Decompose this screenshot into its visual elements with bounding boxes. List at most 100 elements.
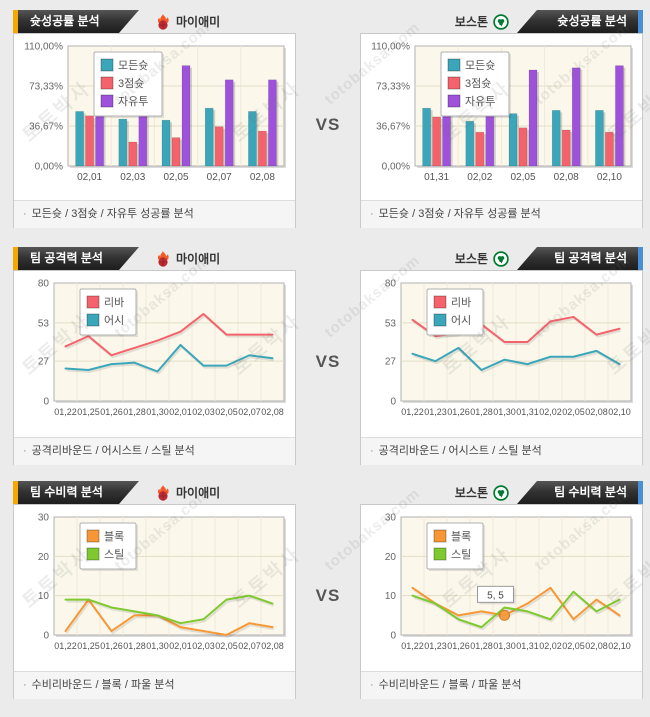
svg-text:3점슛: 3점슛 bbox=[465, 77, 491, 90]
team-label: 마이애미 bbox=[155, 10, 220, 33]
svg-text:0: 0 bbox=[43, 631, 49, 642]
vs-label: VS bbox=[315, 352, 341, 371]
svg-text:01,22: 01,22 bbox=[401, 407, 424, 417]
svg-text:02,05: 02,05 bbox=[510, 172, 535, 183]
team-label: 보스톤 bbox=[455, 10, 509, 33]
miami-heat-logo bbox=[155, 250, 171, 267]
svg-text:02,10: 02,10 bbox=[608, 641, 631, 651]
svg-text:0: 0 bbox=[390, 397, 396, 408]
svg-text:모든슛: 모든슛 bbox=[465, 59, 495, 72]
series-어시 bbox=[64, 343, 274, 375]
section-header: 팀 수비력 분석 마이애미 bbox=[13, 481, 296, 504]
team-name: 마이애미 bbox=[176, 252, 221, 266]
section-tab: 슛성공률 분석 bbox=[13, 10, 139, 33]
series-스틸 bbox=[64, 594, 275, 627]
svg-text:02,08: 02,08 bbox=[261, 641, 284, 651]
svg-text:01,23: 01,23 bbox=[424, 641, 447, 651]
svg-text:02,08: 02,08 bbox=[250, 172, 275, 183]
svg-text:01,26: 01,26 bbox=[100, 407, 123, 417]
x-axis-labels: 02,01 02,03 02,05 02,07 02,08 bbox=[77, 172, 275, 183]
svg-text:110,00%: 110,00% bbox=[24, 42, 63, 53]
svg-text:27: 27 bbox=[38, 357, 50, 368]
team-name: 마이애미 bbox=[176, 486, 221, 500]
section-header: 팀 공격력 분석 마이애미 bbox=[13, 247, 296, 270]
svg-text:02,03: 02,03 bbox=[120, 172, 145, 183]
team-label: 마이애미 bbox=[155, 481, 220, 504]
svg-text:01,26: 01,26 bbox=[447, 641, 470, 651]
miami-heat-logo bbox=[155, 13, 171, 30]
panel-cell-boston-offense: 보스톤 팀 공격력 분석 0 27 53 80 01,22 01,23 01,26 01,28… bbox=[360, 247, 643, 465]
svg-text:02,02: 02,02 bbox=[539, 407, 562, 417]
series-3점슛 bbox=[85, 115, 269, 167]
y-axis-labels: 0 10 20 30 bbox=[38, 513, 50, 642]
svg-text:01,30: 01,30 bbox=[493, 407, 516, 417]
x-axis-labels: 01,22 01,25 01,26 01,28 01,30 02,01 02,03 02,05… bbox=[54, 407, 284, 417]
svg-text:01,28: 01,28 bbox=[123, 407, 146, 417]
svg-text:자유투: 자유투 bbox=[465, 95, 495, 108]
svg-text:0: 0 bbox=[43, 397, 49, 408]
series-스틸 bbox=[411, 590, 622, 631]
svg-text:01,23: 01,23 bbox=[424, 407, 447, 417]
svg-text:02,07: 02,07 bbox=[207, 172, 232, 183]
svg-text:모든슛: 모든슛 bbox=[118, 59, 148, 72]
panel-caption: 모든슛 / 3점슛 / 자유투 성공률 분석 bbox=[361, 200, 642, 228]
stats-panel: 0,00% 36,67% 73,33% 110,00% 01,31 02,02 02,05 0… bbox=[360, 33, 643, 228]
svg-text:스틸: 스틸 bbox=[451, 548, 471, 561]
team-label: 마이애미 bbox=[155, 247, 220, 270]
svg-text:110,00%: 110,00% bbox=[371, 42, 410, 53]
y-axis-labels: 0 27 53 80 bbox=[385, 279, 397, 408]
svg-text:02,01: 02,01 bbox=[77, 172, 102, 183]
svg-text:스틸: 스틸 bbox=[104, 548, 124, 561]
svg-text:01,28: 01,28 bbox=[123, 641, 146, 651]
tab-accent-bar bbox=[13, 247, 18, 270]
svg-text:02,02: 02,02 bbox=[467, 172, 492, 183]
y-axis-labels: 0 27 53 80 bbox=[38, 279, 50, 408]
y-axis-labels: 0 10 20 30 bbox=[385, 513, 397, 642]
tab-accent-bar bbox=[13, 481, 18, 504]
panel-cell-miami-offense: 팀 공격력 분석 마이애미 0 27 53 80 01,22 01,25 01,26 01,2… bbox=[13, 247, 296, 465]
data-point-marker[interactable] bbox=[498, 609, 511, 621]
tab-accent-bar bbox=[13, 10, 18, 33]
series-모든슛 bbox=[75, 107, 259, 167]
svg-text:27: 27 bbox=[385, 357, 397, 368]
x-axis-labels: 01,22 01,23 01,26 01,28 01,30 01,31 02,02 02,05… bbox=[401, 407, 631, 417]
team-label: 보스톤 bbox=[455, 247, 509, 270]
bar-chart-boston-shooting[interactable]: 0,00%36,67%73,33%110,00%01,31 02,02 02,05 0… bbox=[361, 34, 640, 200]
section-tab-label: 팀 공격력 분석 bbox=[554, 251, 627, 265]
svg-text:02,01: 02,01 bbox=[169, 407, 192, 417]
y-axis-labels: 0,00% 36,67% 73,33% 110,00% bbox=[371, 42, 410, 173]
svg-text:01,31: 01,31 bbox=[516, 407, 539, 417]
svg-text:10: 10 bbox=[38, 591, 50, 602]
series-블록 bbox=[64, 598, 274, 639]
series-리바 bbox=[64, 312, 274, 359]
svg-text:02,02: 02,02 bbox=[539, 641, 562, 651]
svg-text:73,33%: 73,33% bbox=[29, 82, 63, 93]
svg-text:02,01: 02,01 bbox=[169, 641, 192, 651]
stats-panel: 0 27 53 80 01,22 01,23 01,26 01,28 01,30 01,31 02,… bbox=[360, 270, 643, 465]
svg-text:73,33%: 73,33% bbox=[376, 82, 410, 93]
section-tab-label: 팀 수비력 분석 bbox=[554, 485, 627, 499]
svg-text:자유투: 자유투 bbox=[118, 95, 148, 108]
svg-text:02,05: 02,05 bbox=[215, 407, 238, 417]
stats-panel: 0 10 20 30 01,22 01,23 01,26 01,28 01,30 01,31 02,… bbox=[360, 504, 643, 699]
section-header: 보스톤 슛성공률 분석 bbox=[360, 10, 643, 33]
team-label: 보스톤 bbox=[455, 481, 509, 504]
svg-text:0,00%: 0,00% bbox=[382, 162, 410, 173]
svg-text:02,10: 02,10 bbox=[597, 172, 622, 183]
chart-area: 0 27 53 80 01,22 01,25 01,26 01,28 01,30 02,01 02,… bbox=[14, 271, 295, 437]
svg-text:02,05: 02,05 bbox=[562, 641, 585, 651]
boston-celtics-logo bbox=[493, 484, 509, 501]
x-axis-labels: 01,22 01,23 01,26 01,28 01,30 01,31 02,02 02,05… bbox=[401, 641, 631, 651]
bar-chart-miami-shooting[interactable]: 0,00%36,67%73,33%110,00%02,01 02,03 02,05 0… bbox=[14, 34, 293, 200]
panel-cell-miami-defense: 팀 수비력 분석 마이애미 0 10 20 30 01,22 01,25 01,26 01,2… bbox=[13, 481, 296, 699]
series-모든슛 bbox=[422, 107, 606, 167]
svg-text:20: 20 bbox=[385, 552, 397, 563]
section-tab: 팀 수비력 분석 bbox=[517, 481, 643, 504]
